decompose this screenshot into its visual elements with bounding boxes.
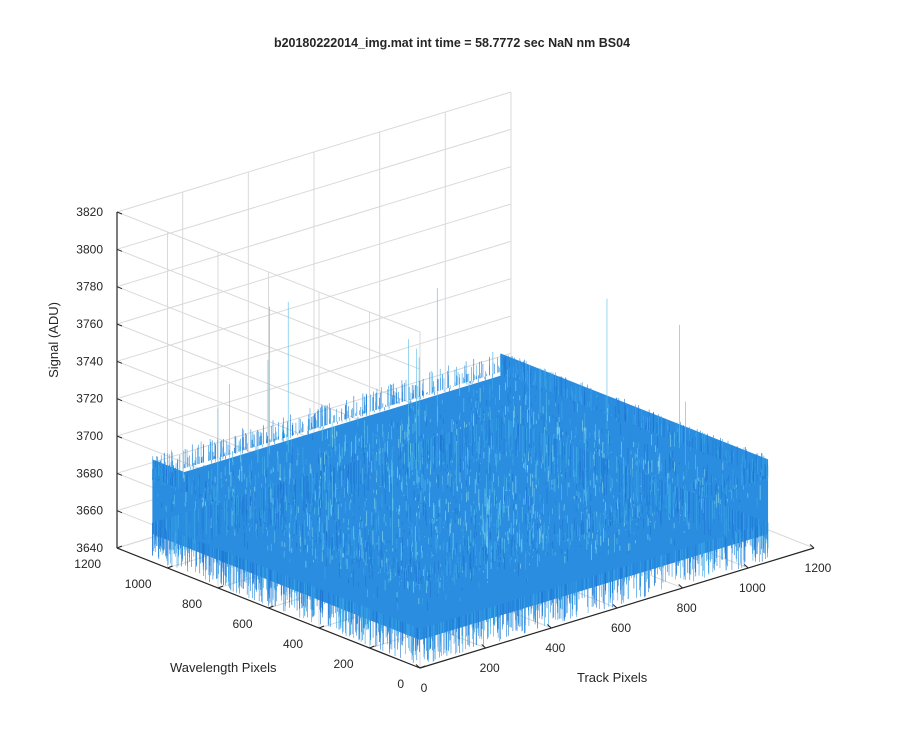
surface-plot (152, 287, 769, 664)
grid-line (116, 240, 512, 362)
grid-line (116, 352, 512, 474)
grid-line (116, 91, 512, 213)
grid-line (116, 166, 512, 288)
grid-line (116, 203, 512, 325)
chart-title: b20180222014_img.mat int time = 58.7772 … (274, 36, 630, 50)
grid-line (116, 211, 421, 333)
grid-line (116, 315, 512, 437)
grid-line (116, 128, 512, 250)
grid-line (116, 286, 421, 408)
grid-line (116, 278, 512, 400)
grid-line (116, 248, 421, 370)
surface-texture (152, 287, 769, 664)
